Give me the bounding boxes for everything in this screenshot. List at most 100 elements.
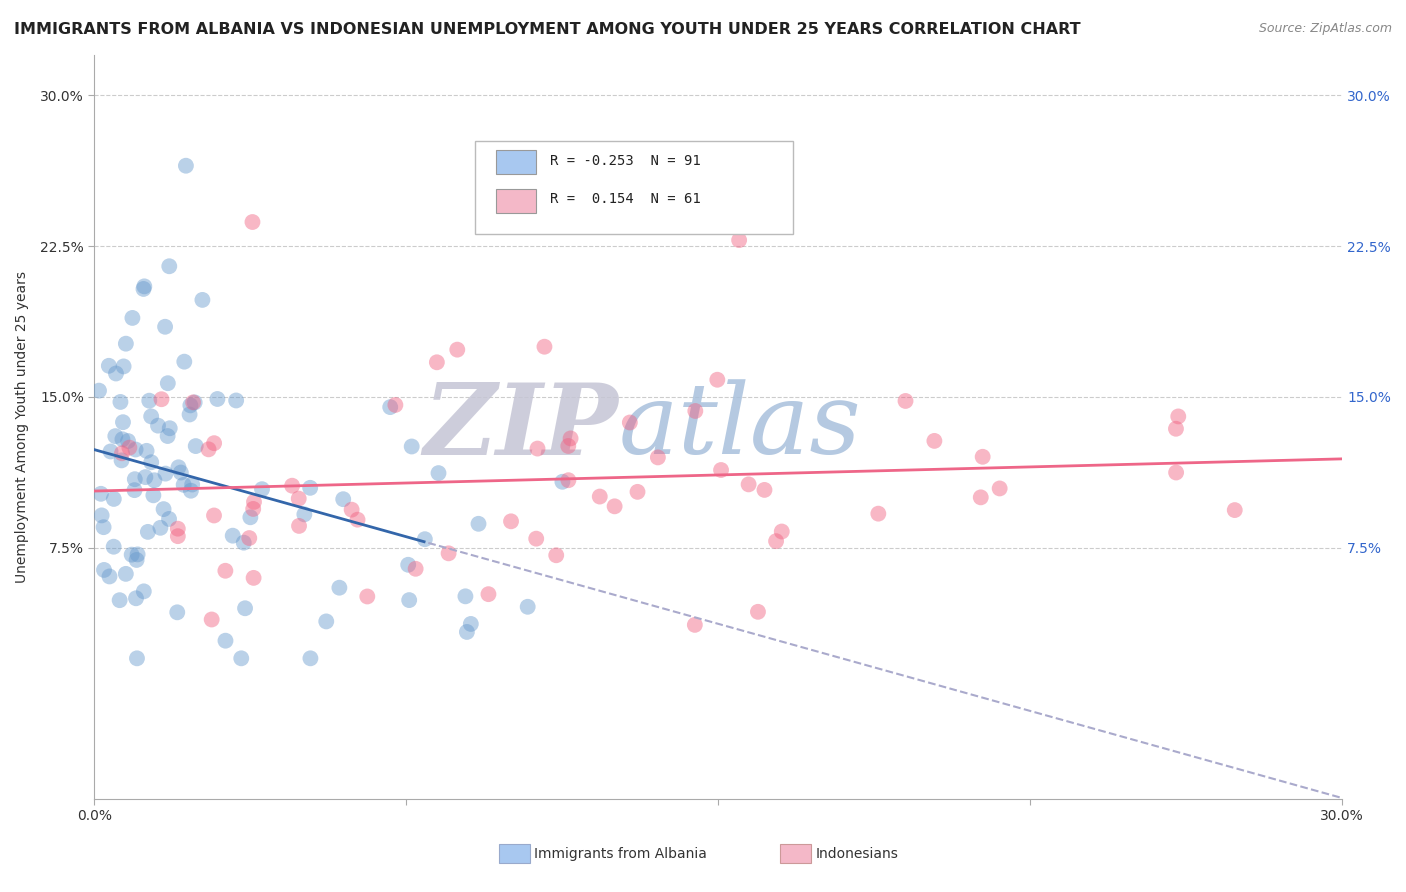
Point xyxy=(557,439,579,453)
Point xyxy=(356,590,378,604)
Point xyxy=(619,416,641,430)
Point xyxy=(239,510,262,524)
Point xyxy=(124,483,146,497)
Point xyxy=(340,502,363,516)
Point xyxy=(115,336,138,351)
Point xyxy=(972,450,994,464)
Point xyxy=(110,395,132,409)
Point xyxy=(747,605,769,619)
Point xyxy=(728,233,751,247)
Point xyxy=(346,513,368,527)
Point xyxy=(299,481,322,495)
Point xyxy=(427,466,450,480)
Point xyxy=(207,392,229,406)
Point xyxy=(222,529,245,543)
Point xyxy=(132,282,155,296)
Point xyxy=(142,488,165,502)
Point xyxy=(460,616,482,631)
Point xyxy=(103,491,125,506)
Point xyxy=(281,479,304,493)
Point xyxy=(157,259,180,273)
Point xyxy=(225,393,247,408)
Point xyxy=(396,558,419,572)
Point xyxy=(125,553,148,567)
Point xyxy=(127,548,149,562)
Point xyxy=(104,367,127,381)
Point xyxy=(173,354,195,368)
Point xyxy=(398,593,420,607)
Point xyxy=(754,483,776,497)
Point xyxy=(287,491,309,506)
Point xyxy=(924,434,946,448)
Point xyxy=(170,466,193,480)
Point xyxy=(685,404,707,418)
Text: Source: ZipAtlas.com: Source: ZipAtlas.com xyxy=(1258,22,1392,36)
Point xyxy=(202,508,225,523)
Text: atlas: atlas xyxy=(619,379,862,475)
Point xyxy=(524,532,547,546)
Point xyxy=(112,359,135,374)
Point xyxy=(146,418,169,433)
Point xyxy=(156,429,179,443)
Point xyxy=(560,431,582,445)
Point xyxy=(181,395,204,409)
Point xyxy=(868,507,890,521)
Point xyxy=(93,563,115,577)
Point xyxy=(104,429,127,443)
Point xyxy=(93,520,115,534)
Point xyxy=(894,394,917,409)
Point xyxy=(437,546,460,560)
Point xyxy=(159,421,181,435)
Point xyxy=(179,408,201,422)
Point xyxy=(100,444,122,458)
FancyBboxPatch shape xyxy=(475,141,793,234)
Point xyxy=(124,472,146,486)
Point xyxy=(405,562,427,576)
Point xyxy=(384,398,406,412)
Point xyxy=(1167,409,1189,424)
Point xyxy=(332,492,354,507)
Point xyxy=(516,599,538,614)
Point xyxy=(328,581,350,595)
Point xyxy=(1223,503,1246,517)
Point xyxy=(467,516,489,531)
Point xyxy=(1164,422,1187,436)
Point xyxy=(180,483,202,498)
Point xyxy=(214,564,236,578)
Point xyxy=(184,439,207,453)
Point xyxy=(683,618,706,632)
Point xyxy=(232,535,254,549)
Text: ZIP: ZIP xyxy=(423,379,619,475)
Point xyxy=(121,310,143,325)
Point xyxy=(98,569,121,583)
Point xyxy=(770,524,793,539)
Point xyxy=(111,432,134,446)
Point xyxy=(141,455,163,469)
Point xyxy=(118,441,141,455)
Point xyxy=(183,395,205,409)
Point xyxy=(197,442,219,457)
Point xyxy=(174,159,197,173)
Point xyxy=(125,651,148,665)
Point xyxy=(166,529,188,543)
Point xyxy=(1164,466,1187,480)
Point xyxy=(765,534,787,549)
Point xyxy=(589,490,612,504)
Point xyxy=(114,566,136,581)
Point xyxy=(202,436,225,450)
Point xyxy=(526,442,548,456)
Point xyxy=(173,478,195,492)
Point xyxy=(132,584,155,599)
Point xyxy=(456,624,478,639)
Point xyxy=(117,434,139,448)
Point xyxy=(737,477,759,491)
Point xyxy=(242,215,264,229)
Point xyxy=(110,453,132,467)
Point xyxy=(243,495,266,509)
Point xyxy=(546,548,568,562)
Point xyxy=(710,463,733,477)
Point xyxy=(150,392,173,407)
Point xyxy=(135,443,157,458)
Text: Immigrants from Albania: Immigrants from Albania xyxy=(534,847,707,861)
Point xyxy=(231,651,253,665)
